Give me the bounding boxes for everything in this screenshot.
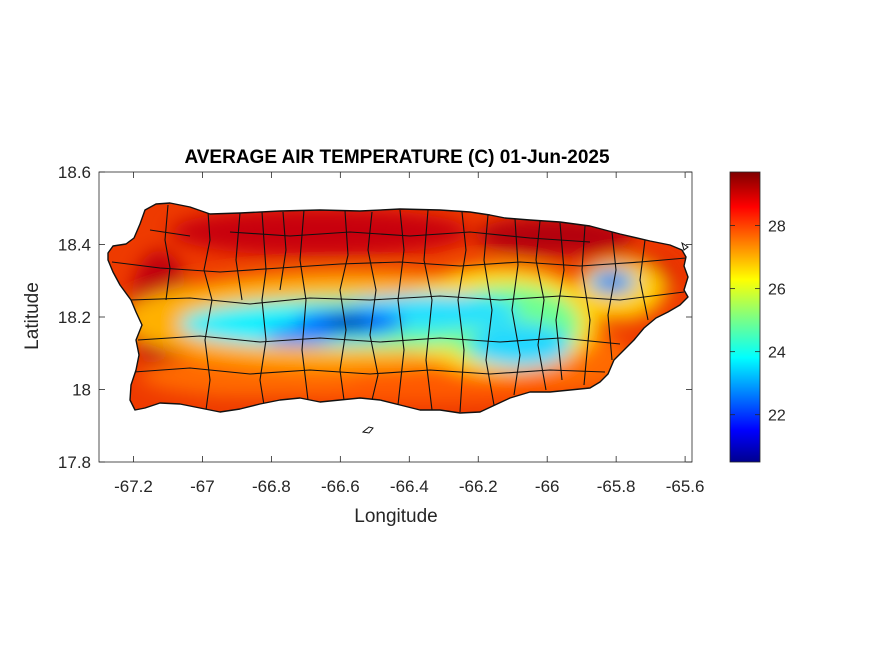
islet-caja-de-muertos — [361, 426, 374, 434]
y-axis: 17.8 18 18.2 18.4 18.6 — [58, 163, 692, 472]
y-tick-label: 18 — [72, 381, 91, 400]
y-tick-label: 18.6 — [58, 163, 91, 182]
colorbar — [729, 171, 761, 463]
colorbar-ticks: 22 24 26 28 — [730, 219, 786, 425]
x-tick-label: -67 — [190, 477, 215, 496]
y-tick-label: 18.4 — [58, 236, 91, 255]
chart-title: AVERAGE AIR TEMPERATURE (C) 01-Jun-2025 — [184, 147, 610, 168]
x-tick-label: -66.8 — [252, 477, 291, 496]
x-tick-label: -66.6 — [321, 477, 360, 496]
colorbar-tick-label: 28 — [768, 219, 786, 236]
x-tick-label: -65.6 — [666, 477, 705, 496]
colorbar-tick-label: 24 — [768, 345, 786, 362]
temperature-field — [108, 203, 688, 413]
x-tick-label: -66 — [535, 477, 560, 496]
x-tick-label: -67.2 — [114, 477, 153, 496]
colorbar-tick-label: 26 — [768, 282, 786, 299]
x-tick-label: -66.4 — [390, 477, 429, 496]
x-axis-label: Longitude — [354, 506, 437, 527]
x-tick-label: -66.2 — [459, 477, 498, 496]
y-tick-label: 17.8 — [58, 453, 91, 472]
x-axis: -67.2 -67 -66.8 -66.6 -66.4 -66.2 -66 -65.8 -65.… — [114, 172, 704, 496]
islet-east — [681, 241, 689, 251]
x-tick-label: -65.8 — [597, 477, 636, 496]
y-tick-label: 18.2 — [58, 308, 91, 327]
municipal-boundaries — [107, 202, 689, 414]
y-axis-label: Latitude — [22, 282, 43, 350]
colorbar-tick-label: 22 — [768, 408, 786, 425]
